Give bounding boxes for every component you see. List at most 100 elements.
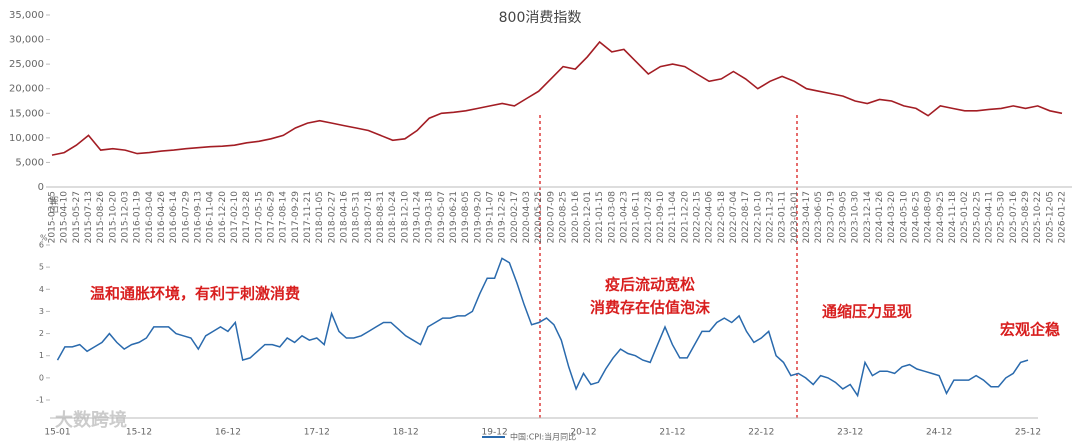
data-line: [56, 257, 1029, 398]
x-tick-label: 2019-03-18: [425, 191, 435, 244]
x-tick-label: 2023-09-05: [838, 191, 848, 243]
x-tick-label: 2022-08-17: [741, 191, 751, 243]
x-tick-label: 25-12: [1015, 428, 1041, 438]
annotation: 消费存在估值泡沫: [590, 299, 711, 317]
x-tick-label: 2016-11-04: [206, 191, 216, 244]
annotation: 通缩压力显现: [822, 303, 912, 321]
x-tick-label: 2022-05-18: [717, 191, 727, 244]
x-tick-label: 2022-07-04: [729, 191, 739, 244]
x-tick-label: 2023-04-17: [802, 191, 812, 243]
x-tick-label: 2019-08-05: [461, 191, 471, 243]
x-tick-label: 2024-03-20: [887, 191, 897, 244]
x-tick-label: 17-12: [304, 428, 330, 438]
chart-title: 800消费指数: [499, 10, 582, 26]
data-line: [51, 40, 1063, 156]
x-tick-label: 2020-08-25: [559, 191, 569, 243]
x-tick-label: 2024-11-18: [948, 191, 958, 244]
annotation: 宏观企稳: [1000, 321, 1060, 339]
x-tick-label: 2025-10-22: [1033, 191, 1043, 243]
x-tick-label: 2025-08-29: [1021, 191, 1031, 244]
x-tick-label: 2021-04-23: [619, 191, 629, 243]
x-tick-label: 2019-05-07: [437, 191, 447, 243]
x-tick-label: 2018-05-31: [352, 191, 362, 243]
x-tick-label: 2020-07-09: [546, 191, 556, 244]
x-tick-label: 2025-05-30: [997, 191, 1007, 244]
x-tick-label: 2018-07-18: [364, 191, 374, 244]
x-tick-label: 2022-04-06: [705, 191, 715, 244]
x-tick-label: 2015-10-20: [108, 191, 118, 244]
y-tick-label: 2: [39, 329, 44, 338]
x-tick-label: 2016-07-29: [181, 191, 191, 244]
x-tick-label: 23-12: [837, 428, 863, 438]
x-tick-label: 2023-10-30: [851, 191, 861, 244]
x-tick-label: 2024-05-10: [899, 191, 909, 244]
annotation: 温和通胀环境，有利于刺激消费: [90, 285, 300, 303]
y-tick-label: 5,000: [15, 157, 44, 168]
annotation: 疫后流动宽松: [605, 276, 695, 294]
x-tick-label: 2020-02-17: [510, 191, 520, 243]
x-tick-label: 2026-01-22: [1058, 191, 1068, 243]
x-tick-label: 2015-04-10: [60, 191, 70, 244]
x-tick-label: 2024-09-25: [936, 191, 946, 243]
y-tick-label: 1: [39, 351, 44, 360]
x-tick-label: 2019-11-07: [486, 191, 496, 243]
x-tick-label: 2017-09-29: [291, 191, 301, 244]
x-tick-label: 2021-03-08: [607, 191, 617, 244]
y-tick-label: 3: [39, 307, 44, 316]
x-tick-label: 2016-06-14: [169, 191, 179, 244]
y-unit: %: [40, 234, 48, 243]
x-tick-label: 2019-12-26: [498, 191, 508, 244]
x-tick-label: 2016-09-13: [194, 191, 204, 243]
x-tick-label: 2025-04-11: [984, 191, 994, 243]
x-tick-label: 2019-01-24: [413, 191, 423, 244]
x-tick-label: 2015-12-03: [121, 191, 131, 243]
x-tick-label: 19-12: [482, 428, 508, 438]
x-tick-label: 15-12: [126, 428, 152, 438]
x-tick-label: 2016-03-04: [145, 191, 155, 244]
x-tick-label: 2018-02-27: [327, 191, 337, 243]
x-tick-label: 2016-01-19: [133, 191, 143, 244]
y-tick-label: -1: [36, 396, 44, 405]
x-tick-label: 2024-06-25: [911, 191, 921, 243]
x-tick-label: 2020-10-16: [571, 191, 581, 244]
x-tick-label: 2018-12-10: [400, 191, 410, 244]
y-tick-label: 15,000: [9, 108, 44, 119]
x-tick-label: 2019-06-21: [449, 191, 459, 243]
x-tick-label: 2015-05-27: [72, 191, 82, 243]
x-tick-label: 2024-08-09: [924, 191, 934, 244]
y-tick-label: 5: [39, 263, 44, 272]
x-tick-label: 24-12: [926, 428, 952, 438]
x-tick-label: 2022-11-23: [765, 191, 775, 243]
x-tick-label: 2023-01-11: [778, 191, 788, 243]
x-tick-label: 2018-10-24: [388, 191, 398, 244]
x-tick-label: 16-12: [215, 428, 241, 438]
x-tick-label: 2016-12-20: [218, 191, 228, 244]
x-tick-label: 2017-11-21: [303, 191, 313, 243]
x-tick-label: 2021-11-04: [668, 191, 678, 244]
x-tick-label: 20-12: [570, 428, 596, 438]
y-tick-label: 10,000: [9, 133, 44, 144]
x-tick-label: 2025-12-05: [1045, 191, 1055, 243]
x-tick-label: 2018-04-16: [340, 191, 350, 244]
x-tick-label: 2017-02-10: [230, 191, 240, 244]
x-tick-label: 2023-12-14: [863, 191, 873, 244]
x-tick-label: 2020-05-25: [534, 191, 544, 243]
x-tick-label: 2017-05-15: [254, 191, 264, 243]
y-tick-label: 0: [38, 182, 44, 193]
x-tick-label: 2024-01-26: [875, 191, 885, 244]
x-tick-label: 2017-03-28: [242, 191, 252, 244]
y-tick-label: 25,000: [9, 59, 44, 70]
x-tick-label: 2018-08-31: [376, 191, 386, 243]
y-tick-label: 4: [39, 285, 44, 294]
x-tick-label: 2021-01-15: [595, 191, 605, 243]
x-tick-label: 2021-07-28: [644, 191, 654, 244]
x-tick-label: 2015-08-26: [96, 191, 106, 244]
x-tick-label: 2025-07-16: [1009, 191, 1019, 244]
x-tick-label: 2023-03-01: [790, 191, 800, 243]
x-tick-label: 2017-06-29: [267, 191, 277, 244]
y-tick-label: 35,000: [9, 10, 44, 21]
y-tick-label: 30,000: [9, 35, 44, 46]
x-tick-label: 18-12: [393, 428, 419, 438]
x-tick-label: 2015-02-25: [48, 191, 58, 243]
x-tick-label: 2025-02-25: [972, 191, 982, 243]
